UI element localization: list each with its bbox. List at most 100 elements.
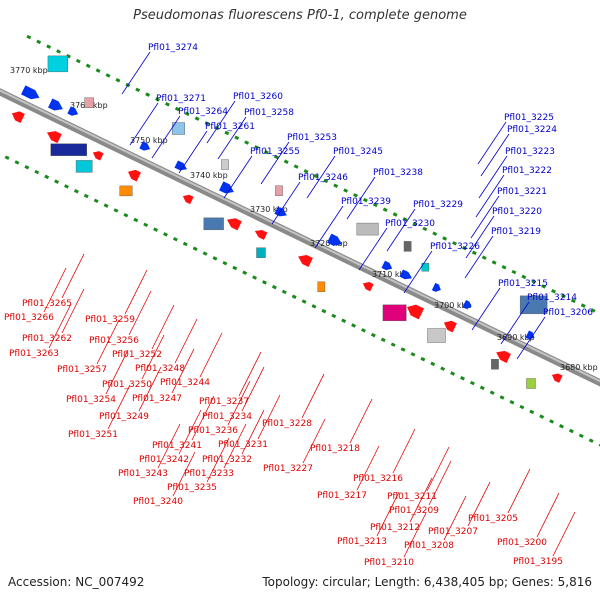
tick-mark bbox=[56, 49, 61, 54]
tick-mark bbox=[432, 231, 438, 236]
forward-leader-line bbox=[217, 116, 247, 160]
tick-mark bbox=[73, 189, 79, 194]
tick-mark bbox=[46, 44, 52, 49]
tick-mark bbox=[420, 356, 426, 362]
forward-gene-label: Pfl01_3253 bbox=[287, 133, 337, 143]
tick-mark bbox=[311, 304, 317, 309]
reverse-gene bbox=[11, 111, 25, 124]
forward-leader-line bbox=[358, 227, 388, 271]
reverse-leader-line bbox=[241, 366, 265, 412]
reverse-gene-label: Pfl01_3216 bbox=[353, 474, 403, 484]
tick-mark bbox=[172, 236, 178, 242]
tick-mark bbox=[422, 226, 428, 232]
tick-mark bbox=[303, 169, 309, 174]
tick-mark bbox=[202, 251, 208, 256]
reverse-leader-line bbox=[128, 290, 152, 336]
forward-leader-line bbox=[471, 287, 501, 331]
scale-label: 3730 kbp bbox=[250, 205, 288, 214]
tick-mark bbox=[34, 169, 40, 175]
tick-mark bbox=[479, 385, 485, 391]
forward-feature bbox=[171, 122, 185, 135]
reverse-gene-label: Pfl01_3241 bbox=[152, 441, 202, 451]
tick-mark bbox=[194, 116, 200, 121]
tick-mark bbox=[135, 87, 141, 93]
tick-mark bbox=[559, 424, 564, 429]
tick-mark bbox=[499, 395, 505, 400]
scale-label: 3680 kbp bbox=[560, 363, 598, 372]
tick-mark bbox=[362, 197, 368, 203]
genome-backbone bbox=[0, 88, 600, 387]
tick-mark bbox=[341, 318, 347, 323]
reverse-feature bbox=[75, 160, 93, 173]
tick-mark bbox=[95, 68, 101, 73]
tick-mark bbox=[83, 193, 89, 199]
tick-mark bbox=[580, 303, 586, 308]
tick-mark bbox=[64, 184, 69, 189]
tick-mark bbox=[145, 92, 151, 97]
tick-mark bbox=[54, 179, 60, 184]
reverse-leader-line bbox=[241, 409, 265, 455]
reverse-gene-label: Pfl01_3247 bbox=[132, 394, 182, 404]
reverse-gene bbox=[128, 169, 142, 182]
tick-mark bbox=[184, 111, 190, 117]
reverse-feature bbox=[203, 217, 224, 231]
reverse-gene bbox=[92, 151, 104, 161]
reverse-gene-label: Pfl01_3232 bbox=[202, 455, 252, 465]
tick-mark bbox=[192, 246, 198, 252]
tick-mark bbox=[123, 212, 129, 218]
reverse-leader-line bbox=[403, 512, 427, 558]
reverse-gene-label: Pfl01_3213 bbox=[337, 537, 387, 547]
scale-label: 3690 kbp bbox=[497, 333, 535, 342]
reverse-gene bbox=[551, 373, 563, 383]
tick-mark bbox=[450, 371, 456, 376]
reverse-feature bbox=[382, 304, 407, 322]
tick-mark bbox=[380, 337, 386, 343]
tick-mark bbox=[361, 328, 366, 333]
forward-gene-label: Pfl01_3261 bbox=[205, 122, 255, 132]
tick-mark bbox=[410, 352, 416, 357]
tick-mark bbox=[234, 135, 240, 141]
scale-label: 3710 kbp bbox=[372, 270, 410, 279]
tick-mark bbox=[254, 145, 259, 150]
reverse-leader-line bbox=[107, 384, 131, 430]
reverse-leader-line bbox=[227, 380, 251, 426]
reverse-leader-line bbox=[124, 269, 148, 315]
reverse-feature bbox=[50, 143, 87, 156]
tick-mark bbox=[541, 284, 547, 289]
reverse-leader-line bbox=[257, 394, 281, 440]
tick-mark bbox=[281, 289, 287, 295]
forward-feature bbox=[47, 55, 68, 73]
reverse-leader-line bbox=[301, 373, 325, 419]
tick-mark bbox=[26, 34, 32, 40]
reverse-leader-line bbox=[507, 468, 531, 514]
reverse-leader-line bbox=[141, 334, 165, 380]
accession-text: Accession: NC_007492 bbox=[8, 575, 145, 589]
forward-leader-line bbox=[475, 174, 505, 218]
forward-leader-line bbox=[465, 215, 495, 259]
forward-feature bbox=[519, 295, 548, 315]
forward-gene-label: Pfl01_3206 bbox=[543, 308, 593, 318]
tick-mark bbox=[164, 101, 170, 107]
reverse-feature bbox=[256, 247, 266, 258]
reverse-gene-label: Pfl01_3237 bbox=[199, 397, 249, 407]
reverse-gene-label: Pfl01_3212 bbox=[370, 523, 420, 533]
forward-gene-label: Pfl01_3239 bbox=[341, 197, 391, 207]
tick-mark bbox=[578, 433, 584, 439]
tick-mark bbox=[222, 260, 228, 266]
forward-gene bbox=[21, 85, 40, 100]
tick-mark bbox=[452, 241, 457, 246]
tick-mark bbox=[402, 217, 408, 222]
reverse-gene-label: Pfl01_3205 bbox=[468, 514, 518, 524]
forward-gene-label: Pfl01_3221 bbox=[497, 187, 547, 197]
reverse-leader-line bbox=[467, 481, 491, 527]
genome-summary-text: Topology: circular; Length: 6,438,405 bp… bbox=[262, 575, 592, 589]
forward-leader-line bbox=[516, 316, 546, 360]
forward-leader-line bbox=[464, 235, 494, 279]
reverse-leader-line bbox=[409, 477, 433, 523]
tick-mark bbox=[293, 164, 299, 169]
forward-gene-label: Pfl01_3271 bbox=[156, 94, 206, 104]
tick-mark bbox=[390, 342, 396, 347]
forward-leader-line bbox=[500, 301, 530, 345]
forward-leader-line bbox=[271, 181, 301, 225]
tick-mark bbox=[75, 58, 81, 64]
